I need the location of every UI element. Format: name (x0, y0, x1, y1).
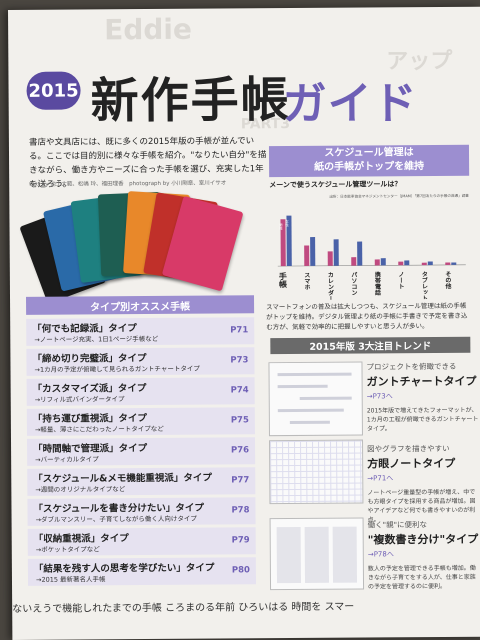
bleed-heading: Eddie (104, 12, 193, 47)
trend-page-ref: →P71へ (367, 474, 394, 483)
gantt-row (289, 420, 330, 425)
chart-heading-line2: 紙の手帳がトップを維持 (314, 161, 425, 173)
trend-title: "複数書き分け"タイプ (367, 532, 479, 547)
type-list-item: 「カスタマイズ派」タイプ →リフィル式バインダータイプ P74 (26, 377, 255, 406)
page-title: 新作手帳 (90, 72, 291, 130)
trend-desc: 数人の予定を管理できる手帳も増加。働きながら子育てをする人が、仕事と家族の予定を… (367, 564, 476, 591)
page-number: P74 (230, 385, 249, 396)
chart-caption: スマートフォンの普及は拡大しつつも、スケジュール管理は紙の手帳がトップを維持。デ… (266, 301, 468, 332)
gantt-row (277, 372, 352, 377)
page-title-accent: ガイド (282, 78, 418, 131)
bar-女性 (310, 237, 316, 266)
type-subtitle: →1カ月の予定が俯瞰して見られるガントチャートタイプ (34, 364, 200, 374)
trends-heading: 2015年版 3大注目トレンド (270, 336, 471, 355)
next-article-text: ないえうで機能しれたまでの手帳 ころまのる年前 ひろいはる 時間を スマー (12, 601, 355, 615)
bar-男性 (421, 262, 427, 266)
bar-女性 (357, 241, 363, 266)
gantt-thumbnail (268, 361, 363, 437)
series-label: 女性 (284, 219, 289, 228)
bar-女性 (427, 261, 433, 266)
type-list-heading: タイプ別オススメ手帳 (26, 295, 255, 315)
trend-kicker: プロジェクトを俯瞰できる (366, 361, 457, 372)
type-list-item: 「スケジュール&メモ機能重視派」タイプ →週間のオリジナルタイプなど P77 (27, 467, 256, 496)
year-badge: 2015 (26, 71, 81, 110)
bar-女性 (286, 215, 292, 267)
trend-desc: 2015年版で増えてきたフォーマットが、1カ月の工程が俯瞰できるガントチャートタ… (366, 406, 479, 433)
chart-heading-line1: スケジュール管理は (324, 147, 414, 159)
type-subtitle: →週間のオリジナルタイプなど (35, 485, 126, 494)
bar-女性 (333, 239, 339, 266)
trend-title: ガントチャートタイプ (366, 374, 477, 389)
bar-男性 (374, 259, 380, 266)
type-list: 「何でも記録派」タイプ →ノートページ充実、1日1ページ手帳など P71 「締め切り完… (8, 7, 480, 586)
chart-heading: スケジュール管理は 紙の手帳がトップを維持 (268, 144, 470, 178)
credit-line: text by 池上大範、松嶋 玲、福田理香 photograph by 小川剛… (29, 180, 227, 188)
page-number: P79 (231, 535, 250, 546)
schedule-column (332, 526, 358, 583)
trend-page-ref: →P78へ (367, 550, 394, 559)
bar-男性 (445, 262, 451, 265)
trend-page-ref: →P73へ (366, 392, 393, 401)
type-subtitle: →バーティカルタイプ (35, 455, 99, 464)
type-subtitle: →ダブルマンスリー、子育てしながら働く人向けタイプ (35, 514, 197, 524)
category-label: パソコン (350, 271, 357, 296)
bar-男性 (398, 261, 404, 266)
page-number: P71 (230, 325, 249, 336)
trend-kicker: 図やグラフを描きやすい (367, 443, 450, 454)
page-number: P76 (230, 445, 250, 456)
page-number: P78 (231, 505, 250, 516)
type-list-item: 「締め切り完璧派」タイプ →1カ月の予定が俯瞰して見られるガントチャートタイプ P7… (26, 347, 255, 376)
category-label: ノート (397, 271, 404, 289)
bar-女性 (380, 258, 386, 266)
type-list-item: 「持ち運び重視派」タイプ →軽量、薄さにこだわったノートタイプなど P75 (26, 407, 255, 436)
gantt-row (299, 396, 352, 400)
trend-gantt: プロジェクトを俯瞰できる ガントチャートタイプ →P73へ 2015年版で増えて… (366, 361, 478, 434)
bar-男性 (351, 257, 357, 266)
type-list-item: 「収納重視派」タイプ →ポケットタイプなど P79 (27, 527, 256, 556)
category-label: 手帳 (278, 271, 287, 289)
type-list-item: 「何でも記録派」タイプ →ノートページ充実、1日1ページ手帳など P71 (26, 317, 255, 346)
type-subtitle: →軽量、薄さにこだわったノートタイプなど (34, 424, 164, 434)
type-list-item: 「結果を残す人の思考を学びたい」タイプ →2015 最新著名人手帳 P80 (27, 557, 257, 586)
bar-女性 (404, 260, 410, 266)
category-label: スマホ (303, 272, 310, 291)
type-subtitle: →2015 最新著名人手帳 (35, 575, 106, 584)
type-subtitle: →リフィル式バインダータイプ (34, 395, 125, 404)
type-list-item: 「スケジュールを書き分けたい」タイプ →ダブルマンスリー、子育てしながら働く人向け… (27, 497, 256, 526)
type-subtitle: →ノートページ充実、1日1ページ手帳など (34, 334, 159, 344)
page-number: P77 (231, 475, 250, 486)
type-title: 「結果を残す人の思考を学びたい」タイプ (33, 562, 215, 575)
schedule-column (304, 526, 330, 583)
chart-source: 出所：日本能率協会マネジメントセンター（JMAM）「第7回あたらの手帳の流通」調… (329, 193, 469, 199)
magazine-page: Eddie アップ PART3 2015 新作手帳 ガイド 書店や文具店には、既… (8, 6, 480, 640)
category-label: タブレット (420, 270, 427, 300)
bar-男性 (304, 245, 310, 266)
category-label: カレンダー (326, 272, 333, 300)
page-number: P73 (230, 355, 249, 366)
page-number: P80 (231, 565, 250, 576)
bar-男性 (280, 219, 286, 267)
page-number: P75 (230, 415, 249, 426)
tool-usage-chart: メーンで使うスケジュール管理ツールは？ 出所：日本能率協会マネジメントセンター（J… (269, 179, 469, 300)
trend-kicker: 働く"親"に便利な (367, 520, 428, 530)
gantt-row (277, 408, 344, 413)
category-label: 携帯電話 (373, 271, 380, 297)
trend-grid-note: 図やグラフを描きやすい 方眼ノートタイプ →P71へ ノートページ重量型の手帳が… (367, 443, 480, 525)
type-subtitle: →ポケットタイプなど (35, 545, 100, 554)
gantt-row (277, 384, 328, 389)
series-label: 男性 (278, 222, 283, 231)
schedule-column (276, 526, 302, 584)
type-list-item: 「時間軸で管理派」タイプ →バーティカルタイプ P76 (26, 437, 256, 466)
chart-title: メーンで使うスケジュール管理ツールは？ (269, 179, 401, 189)
grid-notebook-thumbnail (269, 439, 364, 505)
trend-multi-schedule: 働く"親"に便利な "複数書き分け"タイプ →P78へ 数人の予定を管理できる手… (368, 519, 480, 592)
notebooks-photo (19, 188, 244, 304)
bar-男性 (327, 251, 333, 266)
trend-title: 方眼ノートタイプ (367, 456, 456, 471)
bar-女性 (451, 262, 457, 265)
multi-schedule-thumbnail (269, 517, 365, 591)
category-label: その他 (444, 271, 452, 290)
